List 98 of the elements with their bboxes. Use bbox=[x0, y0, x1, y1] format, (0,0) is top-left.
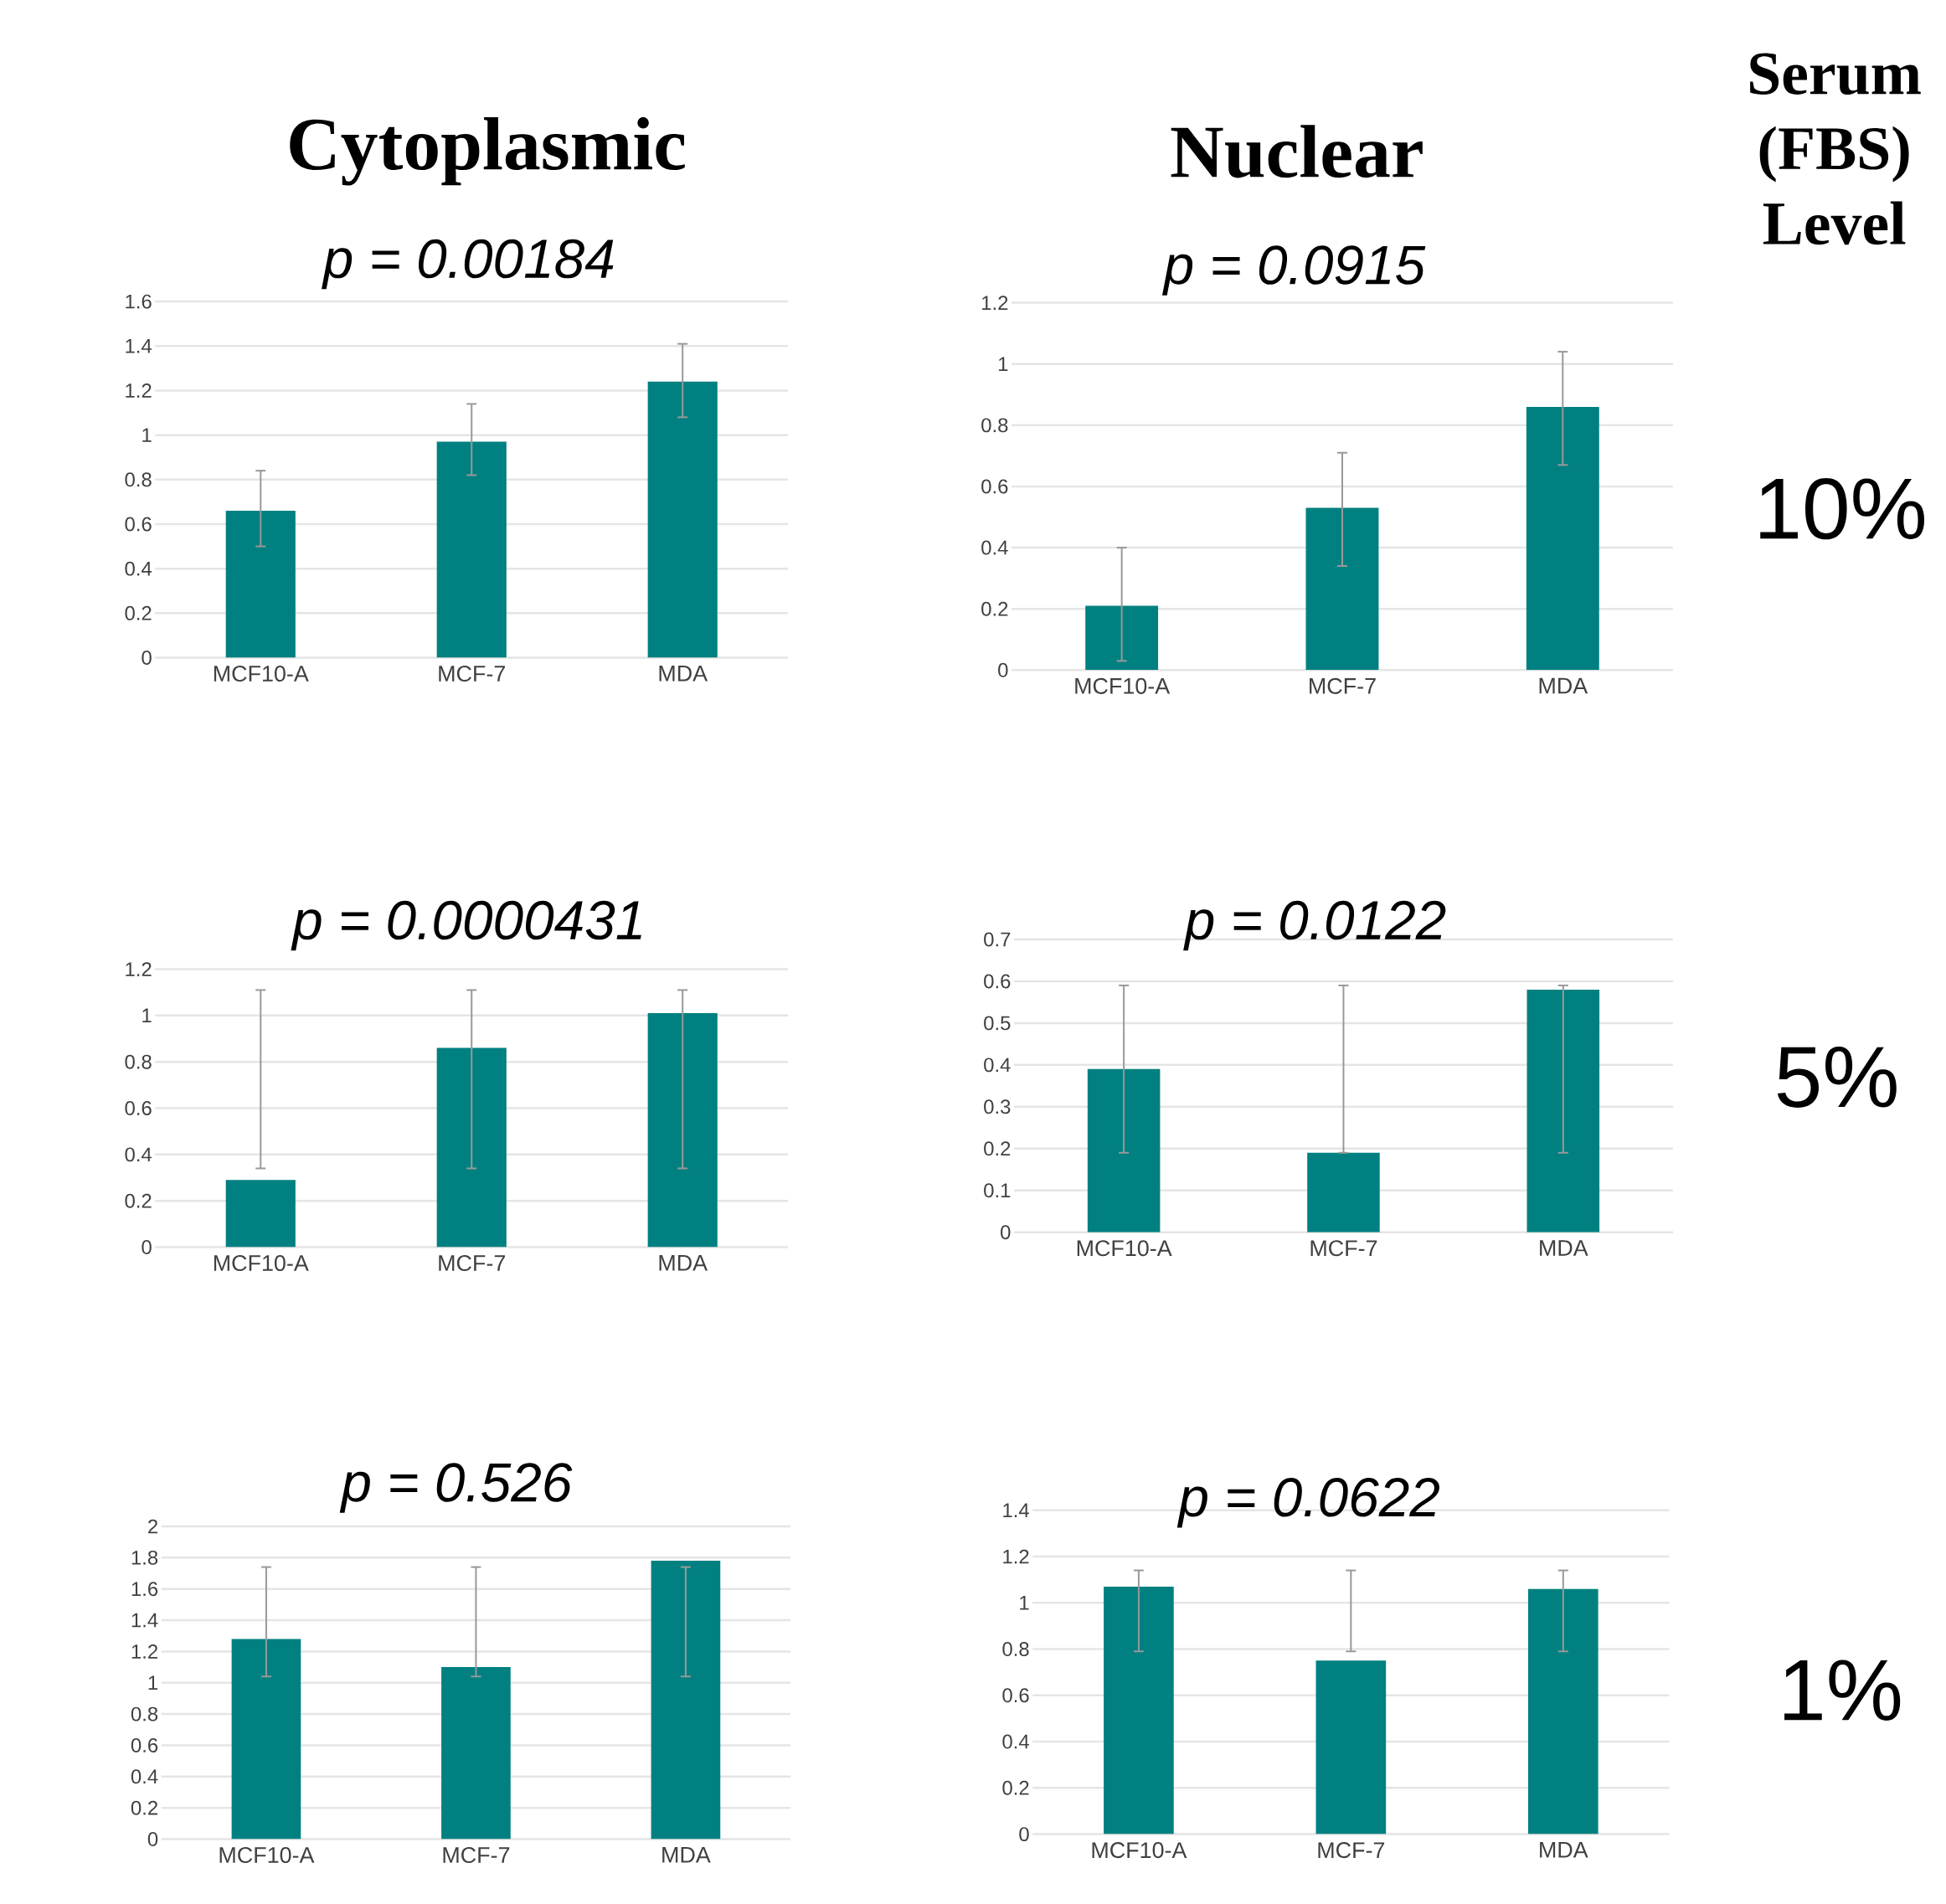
text: Nuclear bbox=[1171, 125, 1423, 178]
bar bbox=[1085, 605, 1159, 671]
y-tick-label: 0.2 bbox=[1002, 1780, 1029, 1795]
text: 10% bbox=[1760, 477, 1925, 540]
y-tick-label: 0.8 bbox=[1002, 1642, 1029, 1656]
text: 5% bbox=[1777, 1047, 1897, 1108]
y-tick-label: 1.2 bbox=[126, 962, 152, 976]
y-tick-label: 0.6 bbox=[131, 1738, 158, 1752]
chart-title: p = 0.526 bbox=[339, 1463, 573, 1513]
y-tick-label: 0.7 bbox=[984, 932, 1011, 947]
x-tick-label: MCF-7 bbox=[1310, 677, 1376, 694]
y-tick-label: 0 bbox=[1001, 1225, 1011, 1240]
y-tick-label: 1.2 bbox=[131, 1644, 157, 1659]
y-tick-label: 0.2 bbox=[125, 1193, 152, 1208]
y-tick-label: 1.6 bbox=[126, 294, 152, 309]
y-tick-label: 1.4 bbox=[126, 339, 152, 353]
y-tick-label: 0.4 bbox=[984, 1057, 1011, 1073]
bar bbox=[647, 381, 718, 658]
x-tick-label: MCF10-A bbox=[1075, 677, 1171, 694]
x-tick-label: MDA bbox=[1540, 1842, 1588, 1858]
text: 1% bbox=[1784, 1660, 1901, 1721]
y-tick-label: 1.2 bbox=[1003, 1549, 1029, 1564]
y-tick-label: 0.4 bbox=[125, 1147, 152, 1162]
y-tick-label: 0 bbox=[147, 1832, 158, 1846]
bar bbox=[1104, 1586, 1174, 1835]
y-tick-label: 0.4 bbox=[981, 540, 1008, 555]
y-tick-label: 0.6 bbox=[984, 974, 1011, 989]
bar bbox=[436, 1047, 507, 1248]
y-tick-label: 1.2 bbox=[982, 296, 1008, 310]
y-tick-label: 0 bbox=[998, 662, 1008, 677]
y-tick-label: 1.4 bbox=[131, 1613, 158, 1628]
chart-title: p = 0.0915 bbox=[1161, 245, 1426, 296]
x-tick-label: MCF-7 bbox=[439, 1255, 505, 1272]
text: Cytoplasmic bbox=[290, 117, 685, 186]
chart-title: p = 0.0122 bbox=[1183, 900, 1446, 951]
y-tick-label: 2 bbox=[148, 1519, 157, 1534]
y-tick-label: 1.6 bbox=[131, 1582, 158, 1597]
bar bbox=[1526, 989, 1600, 1232]
bar bbox=[436, 441, 507, 658]
y-tick-label: 0.2 bbox=[984, 1141, 1011, 1156]
y-tick-label: 0.3 bbox=[984, 1099, 1011, 1114]
y-tick-label: 0.2 bbox=[131, 1800, 157, 1815]
y-tick-label: 0.4 bbox=[131, 1769, 158, 1784]
x-tick-label: MDA bbox=[662, 1847, 711, 1863]
y-tick-label: 0.6 bbox=[125, 517, 152, 532]
y-tick-label: 1.2 bbox=[126, 383, 152, 398]
bar bbox=[1527, 1588, 1598, 1835]
y-tick-label: 0.2 bbox=[981, 601, 1008, 616]
y-tick-label: 0.8 bbox=[125, 472, 152, 487]
y-tick-label: 0.8 bbox=[131, 1706, 158, 1721]
y-tick-label: 0.5 bbox=[984, 1016, 1011, 1031]
y-tick-label: 0.1 bbox=[984, 1183, 1011, 1198]
x-tick-label: MCF-7 bbox=[443, 1847, 510, 1864]
x-tick-label: MCF-7 bbox=[1310, 1240, 1377, 1257]
text: Serum (FBS) Level bbox=[1750, 53, 1921, 245]
y-tick-label: 1.4 bbox=[1003, 1503, 1029, 1517]
x-tick-label: MCF-7 bbox=[1318, 1842, 1385, 1859]
x-tick-label: MCF-7 bbox=[439, 666, 505, 682]
y-tick-label: 1 bbox=[998, 357, 1008, 371]
y-tick-label: 0.4 bbox=[1002, 1734, 1029, 1749]
y-tick-label: 0.6 bbox=[981, 479, 1008, 494]
bar bbox=[1315, 1660, 1387, 1835]
y-tick-label: 1.8 bbox=[131, 1550, 158, 1565]
bar bbox=[1087, 1068, 1161, 1232]
y-tick-label: 0 bbox=[142, 651, 152, 665]
bar bbox=[1305, 507, 1379, 671]
x-tick-label: MCF10-A bbox=[214, 666, 309, 682]
y-tick-label: 0.8 bbox=[125, 1054, 152, 1069]
x-tick-label: MDA bbox=[1540, 1240, 1588, 1256]
x-tick-label: MCF10-A bbox=[214, 1255, 309, 1272]
y-tick-label: 0 bbox=[142, 1240, 152, 1254]
x-tick-label: MDA bbox=[659, 666, 708, 682]
y-tick-label: 1 bbox=[1020, 1596, 1029, 1610]
x-tick-label: MDA bbox=[1539, 677, 1588, 694]
bar bbox=[225, 1180, 296, 1248]
bar bbox=[1307, 1152, 1380, 1232]
y-tick-label: 0.6 bbox=[125, 1101, 152, 1115]
y-tick-label: 0 bbox=[1019, 1827, 1029, 1842]
y-tick-label: 0.8 bbox=[981, 418, 1008, 433]
chart-title: p = 0.0622 bbox=[1176, 1478, 1439, 1528]
y-tick-label: 0.6 bbox=[1002, 1688, 1029, 1703]
bar bbox=[651, 1561, 721, 1840]
bar bbox=[441, 1667, 511, 1840]
x-tick-label: MCF10-A bbox=[1077, 1240, 1172, 1257]
y-tick-label: 1 bbox=[142, 1008, 152, 1023]
bar bbox=[231, 1639, 301, 1840]
y-tick-label: 0.2 bbox=[125, 605, 152, 620]
bar bbox=[1526, 406, 1599, 671]
x-tick-label: MCF10-A bbox=[219, 1847, 315, 1864]
x-tick-label: MCF10-A bbox=[1092, 1842, 1187, 1859]
bar bbox=[225, 511, 296, 658]
chart-title: p = 0.00184 bbox=[322, 239, 614, 290]
y-tick-label: 1 bbox=[142, 428, 152, 442]
y-tick-label: 0.4 bbox=[125, 561, 152, 576]
bar bbox=[647, 1013, 718, 1248]
chart-title: p = 0.0000431 bbox=[291, 900, 641, 951]
y-tick-label: 1 bbox=[148, 1675, 157, 1690]
x-tick-label: MDA bbox=[659, 1255, 708, 1271]
